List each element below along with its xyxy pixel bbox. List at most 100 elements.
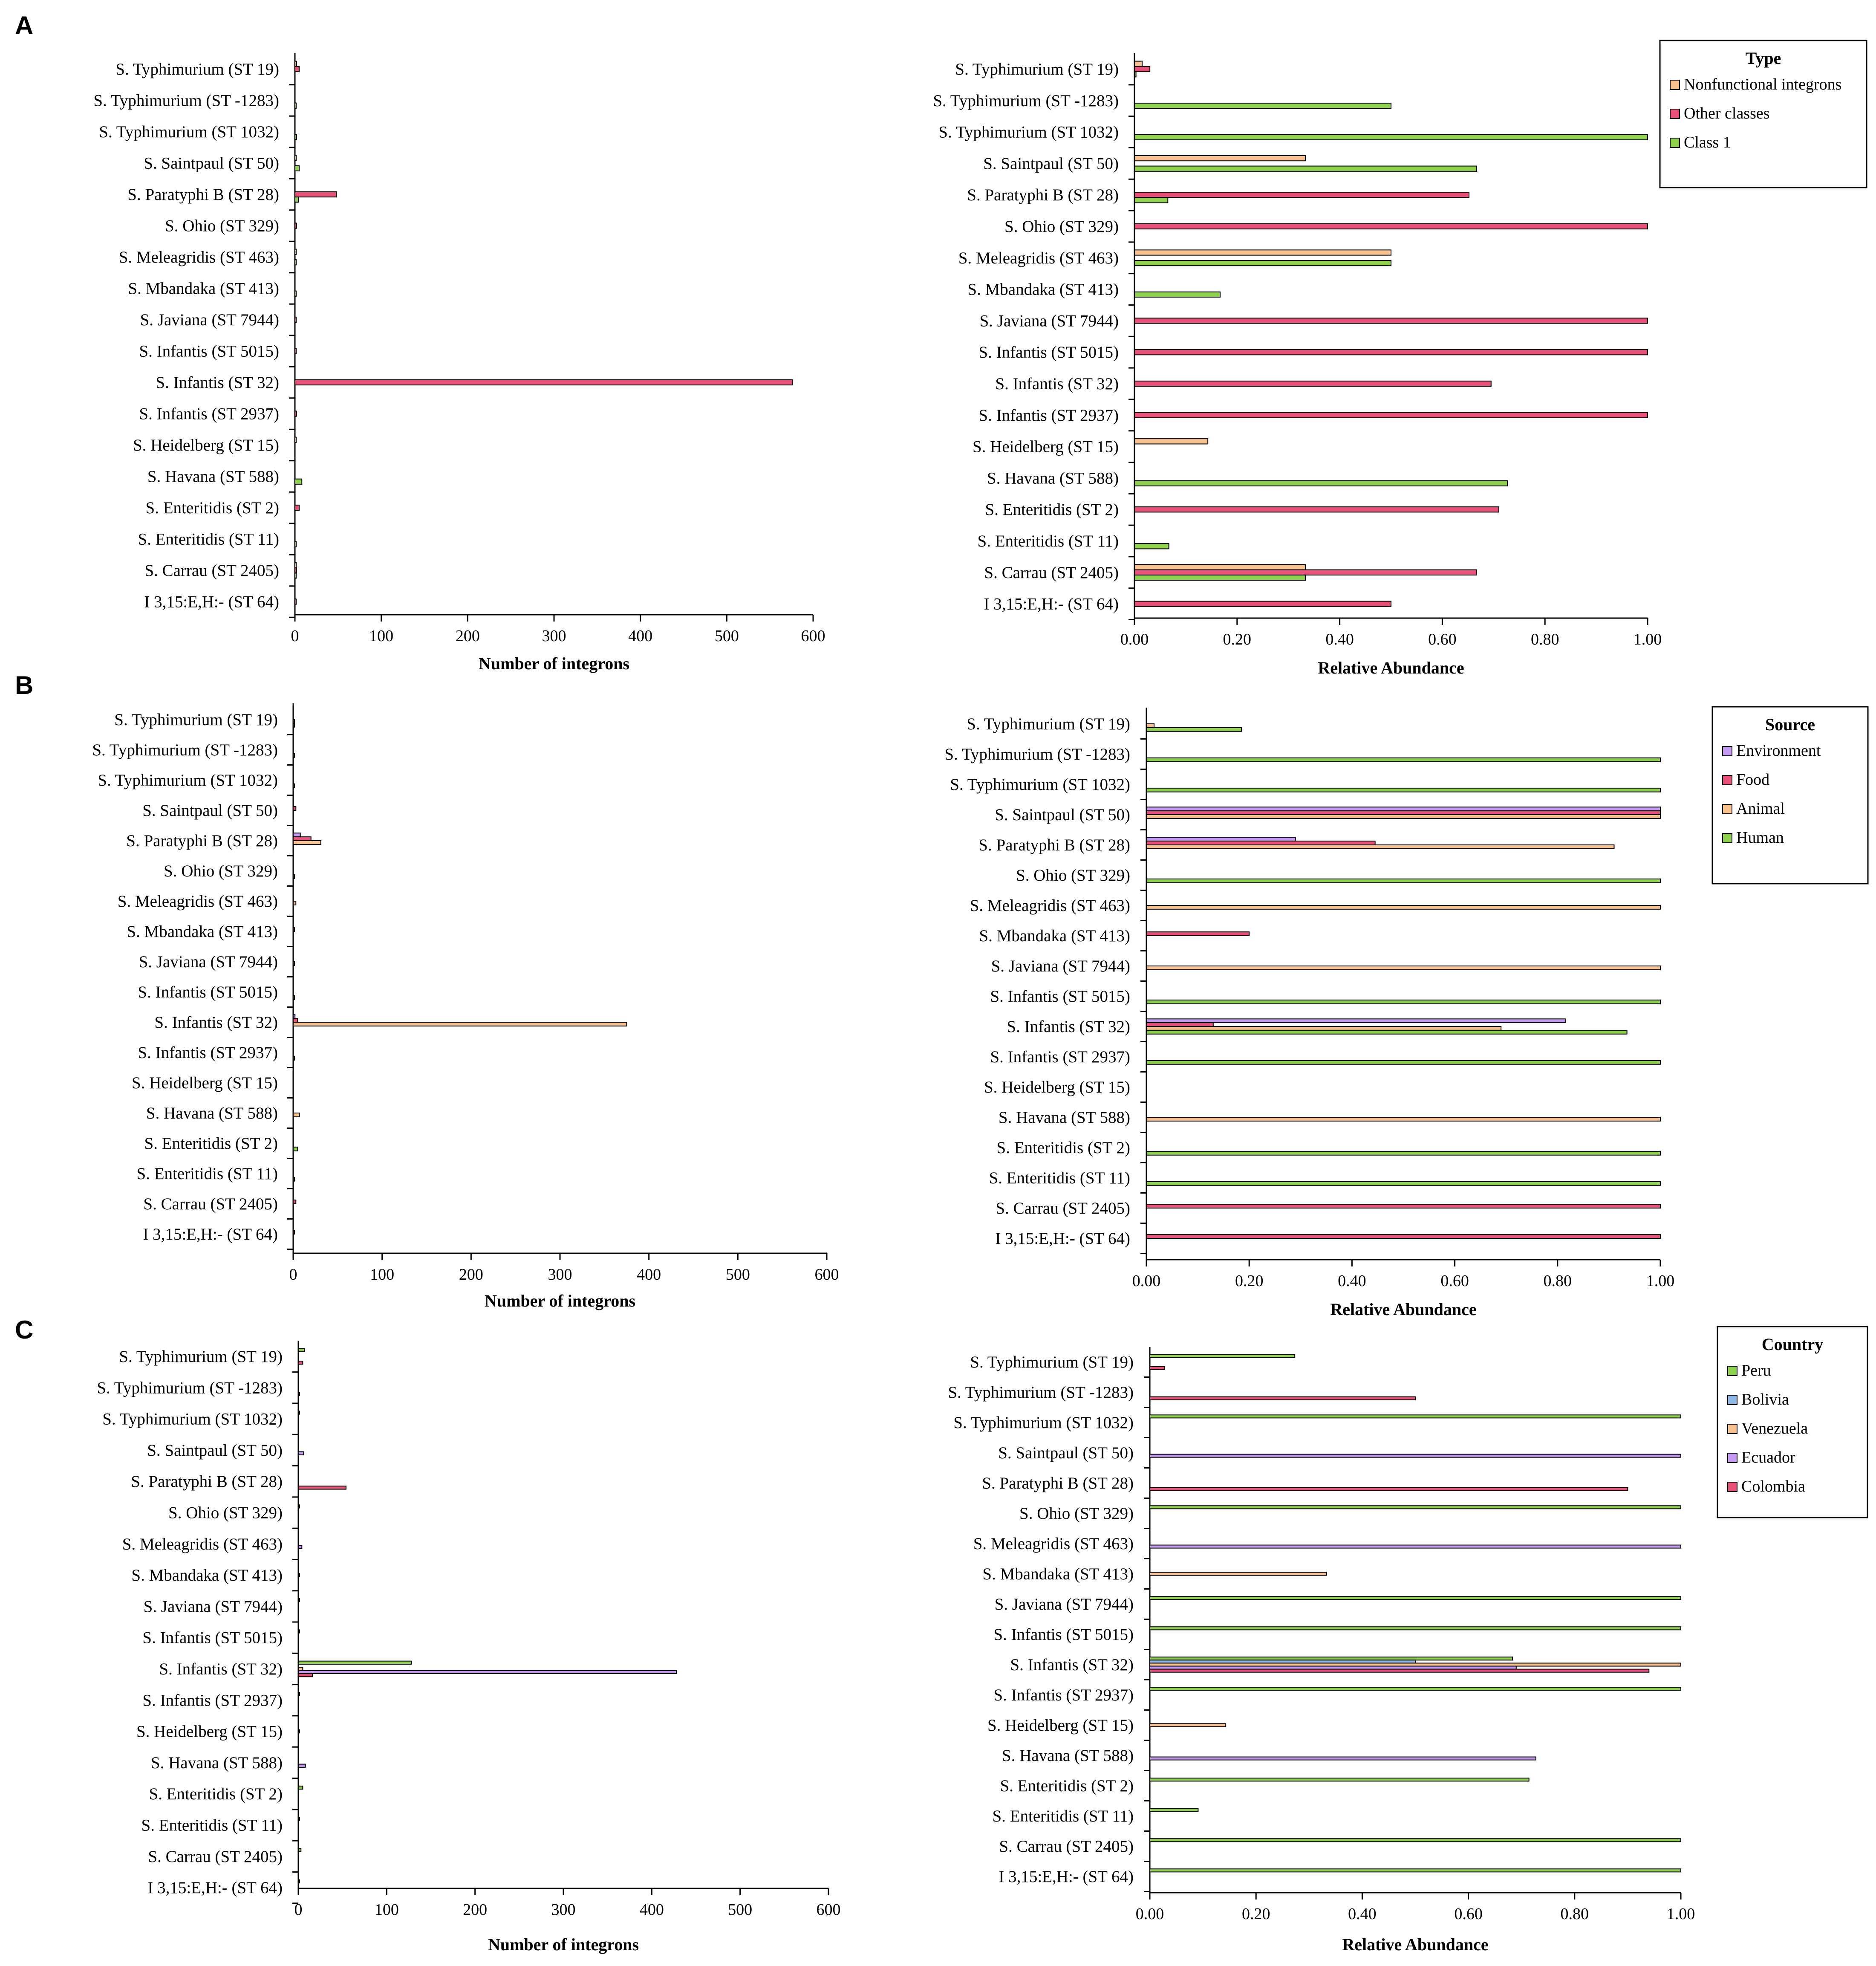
chart-b-rel: 0.00 0.20 0.40 0.60 0.80 1.00 Relative Abundan…	[944, 706, 1869, 1319]
bar-food	[293, 927, 295, 932]
legend-box	[1711, 706, 1869, 885]
x-tick-label: 0	[289, 1266, 297, 1284]
category-label: S. Typhimurium (ST 1032)	[98, 771, 278, 789]
bar-other-classes	[1134, 380, 1492, 387]
x-tick-label: 300	[551, 1901, 576, 1919]
x-tick-label: 100	[370, 1266, 394, 1284]
bar-animal	[293, 901, 297, 905]
category-label: S. Carrau (ST 2405)	[144, 561, 279, 580]
category-label: S. Typhimurium (ST 1032)	[99, 123, 279, 141]
chart-c-rel: 0.00 0.20 0.40 0.60 0.80 1.00 Relative Abundan…	[948, 1326, 1868, 1954]
bar-peru	[1149, 1596, 1681, 1600]
category-label: S. Infantis (ST 5015)	[978, 343, 1119, 361]
x-axis-label: Relative Abundance	[1318, 658, 1464, 677]
category-label: S. Heidelberg (ST 15)	[132, 1074, 278, 1092]
x-tick-label: 600	[801, 627, 825, 645]
bar-other-classes	[294, 598, 297, 605]
category-label: S. Heidelberg (ST 15)	[136, 1723, 283, 1741]
category-label: S. Carrau (ST 2405)	[148, 1847, 283, 1866]
category-label: S. Havana (ST 588)	[1002, 1746, 1134, 1765]
x-tick-label: 0.20	[1223, 630, 1252, 648]
category-label: S. Typhimurium (ST -1283)	[948, 1383, 1134, 1402]
x-tick-label: 0.80	[1561, 1905, 1589, 1923]
bar-venezuela	[1149, 1572, 1327, 1576]
bar-peru	[1149, 1505, 1681, 1509]
bar-class-1	[294, 259, 297, 266]
bar-human	[1146, 787, 1661, 792]
category-label: I 3,15:E,H:- (ST 64)	[999, 1868, 1134, 1886]
bar-peru	[1149, 1868, 1681, 1873]
bar-peru	[1149, 1778, 1530, 1782]
legend-swatch-peru	[1727, 1366, 1737, 1376]
bar-venezuela	[1149, 1723, 1227, 1727]
bar-peru	[298, 1660, 412, 1665]
category-label: S. Ohio (ST 329)	[165, 217, 279, 235]
bar-venezuela	[1149, 1662, 1681, 1667]
category-label: S. Typhimurium (ST 19)	[967, 715, 1130, 733]
category-label: S. Typhimurium (ST 1032)	[938, 123, 1119, 142]
category-label: S. Mbandaka (ST 413)	[967, 280, 1119, 299]
x-tick-label: 500	[728, 1901, 752, 1919]
bar-venezuela	[298, 1729, 300, 1734]
bar-colombia	[1149, 1487, 1628, 1491]
category-label: I 3,15:E,H:- (ST 64)	[984, 595, 1119, 613]
x-tick-label: 0.00	[1120, 630, 1149, 648]
bar-ecuador	[298, 1670, 677, 1674]
x-tick-label: 100	[375, 1901, 399, 1919]
bar-colombia	[298, 1673, 313, 1677]
category-label: S. Infantis (ST 5015)	[139, 342, 279, 361]
category-label: S. Javiana (ST 7944)	[139, 953, 278, 971]
bar-food	[293, 1230, 295, 1235]
legend-label: Environment	[1736, 742, 1821, 760]
x-tick-label: 200	[456, 627, 480, 645]
legend-label: Venezuela	[1741, 1420, 1808, 1437]
bar-human	[293, 753, 295, 758]
category-label: S. Enteritidis (ST 2)	[997, 1139, 1130, 1157]
category-label: S. Infantis (ST 2937)	[139, 405, 279, 423]
x-tick-label: 400	[628, 627, 652, 645]
category-label: I 3,15:E,H:- (ST 64)	[143, 1225, 278, 1243]
bar-peru	[298, 1348, 305, 1353]
category-label: S. Infantis (ST 32)	[154, 1013, 278, 1032]
category-label: S. Enteritidis (ST 11)	[989, 1169, 1131, 1187]
bar-other-classes	[294, 567, 297, 574]
bar-class-1	[294, 197, 299, 203]
category-label: S. Enteritidis (ST 11)	[137, 1165, 278, 1183]
category-label: S. Javiana (ST 7944)	[991, 957, 1130, 975]
category-label: S. Javiana (ST 7944)	[140, 311, 279, 329]
bar-peru	[1149, 1626, 1681, 1631]
bar-class-1	[1134, 543, 1169, 549]
bar-environment	[1146, 837, 1296, 842]
bar-ecuador	[1149, 1454, 1681, 1458]
bar-environment	[293, 833, 301, 838]
bar-class-1	[1134, 197, 1169, 203]
bar-other-classes	[1134, 192, 1470, 198]
bar-human	[293, 995, 295, 1000]
legend-swatch-human	[1722, 833, 1732, 843]
x-tick-label: 400	[640, 1901, 664, 1919]
x-tick-label: 400	[637, 1266, 661, 1284]
category-label: S. Enteritidis (ST 11)	[978, 532, 1119, 550]
x-tick-label: 500	[726, 1266, 750, 1284]
bar-peru	[1149, 1687, 1681, 1691]
category-label: S. Paratyphi B (ST 28)	[131, 1472, 283, 1491]
x-tick-label: 0	[294, 1901, 303, 1919]
x-tick-label: 0.20	[1235, 1272, 1264, 1290]
panel-letter-c: C	[15, 1315, 33, 1344]
category-label: S. Havana (ST 588)	[146, 1104, 278, 1122]
bar-animal	[1146, 1026, 1502, 1031]
category-label: S. Infantis (ST 2937)	[993, 1686, 1134, 1704]
x-tick-label: 500	[715, 627, 739, 645]
category-label: S. Typhimurium (ST 19)	[114, 711, 278, 729]
bar-other-classes	[1134, 318, 1648, 324]
category-label: I 3,15:E,H:- (ST 64)	[995, 1229, 1130, 1248]
category-label: S. Enteritidis (ST 2)	[149, 1785, 283, 1803]
bar-colombia	[298, 1486, 346, 1490]
category-label: S. Havana (ST 588)	[147, 468, 279, 486]
legend: Country Peru Bolivia Venezuela Ecuador Colomb…	[1717, 1326, 1868, 1518]
bar-class-1	[294, 290, 297, 297]
bar-class-1	[294, 102, 297, 109]
category-label: S. Carrau (ST 2405)	[996, 1199, 1130, 1217]
bar-human	[1146, 878, 1661, 883]
category-label: S. Ohio (ST 329)	[1016, 866, 1130, 885]
